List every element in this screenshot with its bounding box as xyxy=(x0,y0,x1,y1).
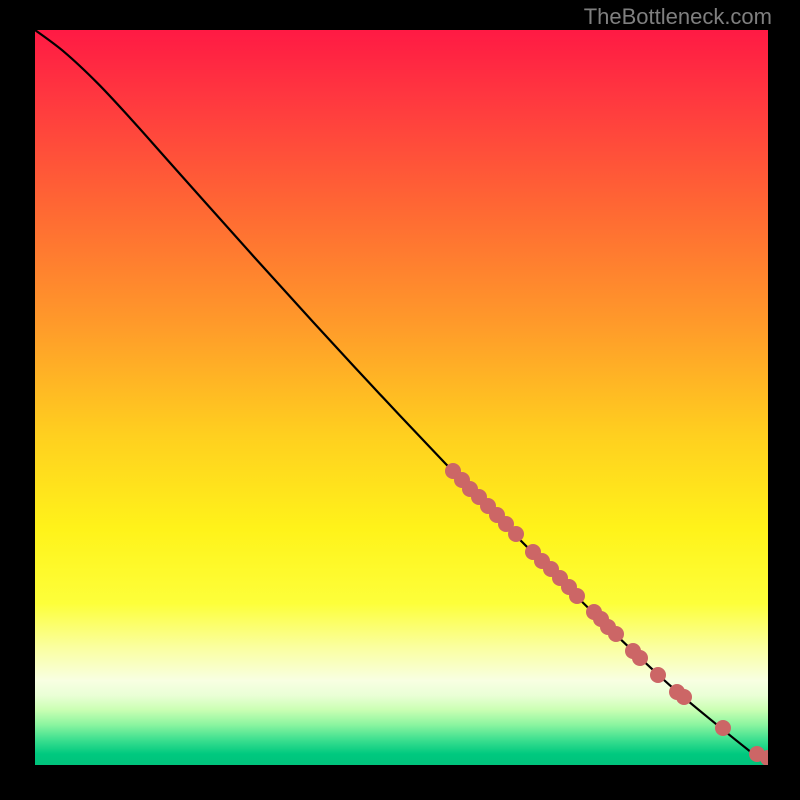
marker-dot xyxy=(650,667,666,683)
curve-line xyxy=(35,30,768,765)
marker-dot xyxy=(632,650,648,666)
marker-dot xyxy=(715,720,731,736)
marker-dot xyxy=(608,626,624,642)
watermark-text: TheBottleneck.com xyxy=(584,4,772,30)
marker-dot xyxy=(569,588,585,604)
curve-svg xyxy=(35,30,768,765)
marker-dot xyxy=(676,689,692,705)
chart-area xyxy=(35,30,768,765)
marker-dot xyxy=(760,750,768,765)
marker-dot xyxy=(508,526,524,542)
